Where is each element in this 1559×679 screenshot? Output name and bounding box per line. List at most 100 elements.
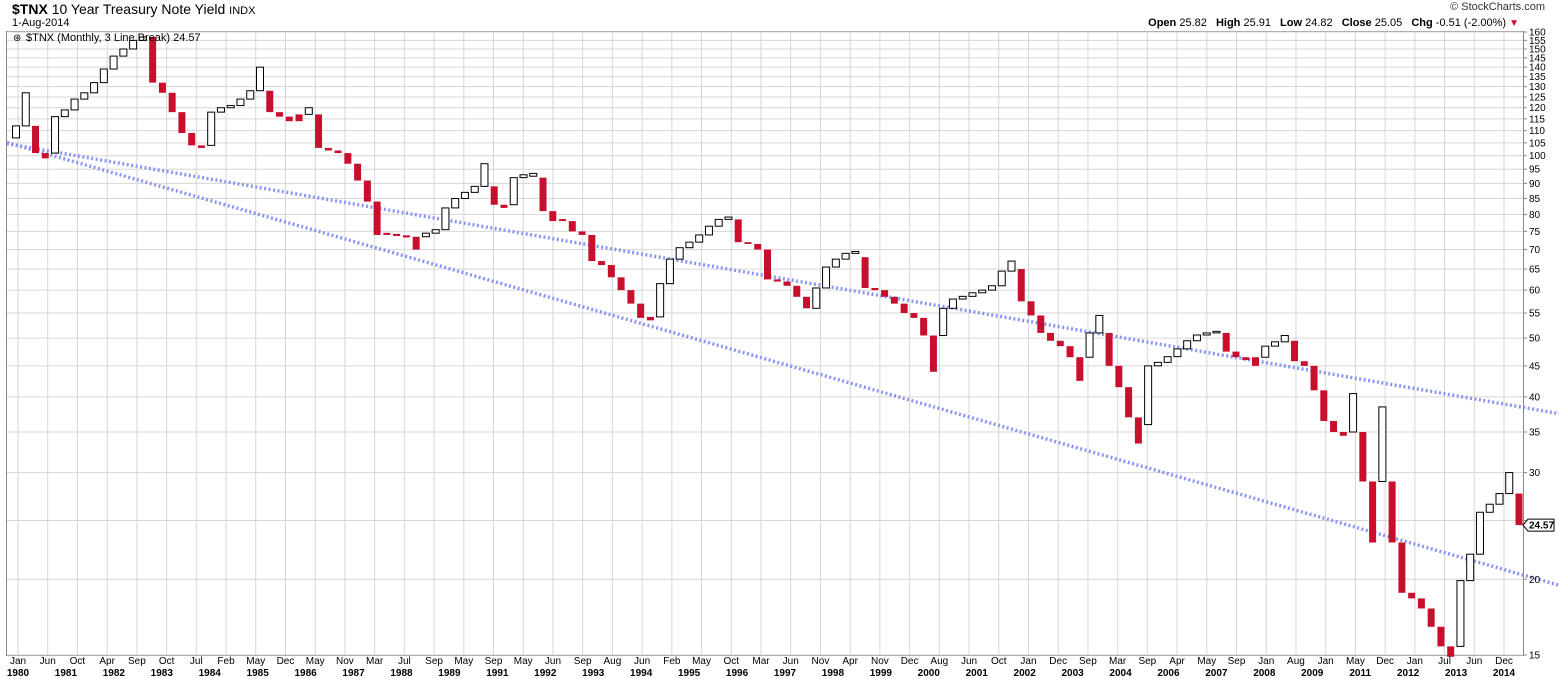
brick-down	[734, 219, 742, 243]
brick-down	[1232, 351, 1240, 358]
x-month-label: Aug	[1287, 656, 1305, 667]
brick-down	[1339, 432, 1347, 436]
brick-up	[207, 111, 216, 146]
brick-down	[900, 303, 908, 314]
brick-down	[1125, 387, 1133, 418]
brick-up	[831, 258, 840, 268]
brick-up	[968, 292, 977, 297]
brick-up	[1202, 332, 1211, 336]
brick-up	[958, 295, 967, 300]
brick-up	[841, 252, 850, 260]
brick-down	[1330, 420, 1338, 433]
brick-down	[1300, 361, 1308, 366]
x-month-label: Jul	[398, 656, 411, 667]
x-year-label: 1997	[774, 668, 797, 679]
brick-down	[324, 147, 332, 151]
brick-up	[1173, 348, 1182, 358]
brick-down	[1388, 481, 1396, 543]
brick-down	[1037, 315, 1045, 333]
y-tick-label: 100	[1529, 151, 1546, 162]
y-tick-label: 130	[1529, 82, 1546, 93]
brick-down	[490, 186, 498, 205]
brick-up	[470, 185, 479, 193]
brick-up	[1495, 493, 1504, 505]
brick-up	[1456, 580, 1465, 647]
brick-up	[1261, 345, 1270, 358]
brick-up	[129, 39, 138, 50]
brick-up	[236, 98, 245, 107]
x-year-label: 2001	[966, 668, 989, 679]
x-month-label: Jun	[545, 656, 561, 667]
brick-down	[197, 145, 205, 148]
brick-up	[1378, 406, 1387, 482]
x-year-label: 1986	[294, 668, 317, 679]
x-year-label: 1989	[438, 668, 461, 679]
brick-up	[441, 207, 450, 231]
x-month-label: Dec	[901, 656, 919, 667]
x-month-label: Feb	[217, 656, 235, 667]
trendline	[6, 141, 1559, 416]
brick-up	[978, 289, 987, 294]
x-month-label: Apr	[1169, 656, 1185, 667]
x-month-label: May	[306, 656, 325, 667]
brick-up	[138, 36, 147, 41]
brick-up	[851, 250, 860, 254]
brick-down	[393, 233, 401, 237]
y-tick-label: 45	[1529, 361, 1541, 372]
x-month-label: May	[1346, 656, 1365, 667]
brick-down	[871, 287, 879, 291]
brick-up	[119, 48, 128, 57]
high-label: High	[1215, 17, 1241, 29]
brick-up	[822, 266, 831, 289]
brick-up	[665, 258, 674, 285]
brick-down	[1027, 301, 1035, 316]
x-year-label: 1984	[199, 668, 222, 679]
brick-up	[1183, 340, 1192, 350]
brick-down	[783, 281, 791, 286]
low-label: Low	[1280, 17, 1303, 29]
x-year-label: 2006	[1157, 668, 1180, 679]
brick-down	[890, 296, 898, 304]
y-tick-label: 85	[1529, 194, 1541, 205]
y-tick-label: 35	[1529, 428, 1541, 439]
brick-down	[861, 257, 869, 288]
x-year-label: 2011	[1349, 668, 1371, 679]
brick-down	[539, 177, 547, 212]
x-month-label: Dec	[1495, 656, 1513, 667]
close-label: Close	[1341, 17, 1372, 29]
brick-up	[987, 285, 996, 291]
brick-up	[704, 225, 713, 236]
y-axis: 1520303540455055606570758085909510010511…	[1523, 28, 1546, 662]
trendlines	[6, 140, 1559, 587]
brick-up	[60, 109, 69, 118]
x-month-label: Sep	[1228, 656, 1246, 667]
brick-up	[997, 270, 1006, 287]
x-month-label: Dec	[1049, 656, 1067, 667]
bricks	[12, 36, 1523, 657]
x-month-label: Jan	[1258, 656, 1274, 667]
brick-up	[1271, 341, 1280, 347]
brick-down	[598, 261, 606, 266]
x-month-label: Sep	[485, 656, 503, 667]
brick-down	[178, 112, 186, 134]
brick-up	[431, 229, 440, 234]
brick-up	[70, 98, 79, 111]
x-year-label: 2000	[918, 668, 941, 679]
brick-up	[1485, 503, 1494, 513]
brick-down	[881, 290, 889, 297]
brick-up	[51, 116, 60, 154]
brick-down	[773, 279, 781, 282]
open-label: Open	[1148, 17, 1177, 29]
brick-down	[1417, 598, 1425, 609]
brick-down	[363, 180, 371, 202]
brick-down	[920, 317, 928, 336]
x-month-label: Jun	[961, 656, 977, 667]
x-month-label: Jan	[1020, 656, 1036, 667]
brick-down	[646, 316, 654, 321]
brick-down	[1017, 269, 1025, 302]
x-month-label: Sep	[1138, 656, 1156, 667]
y-tick-label: 105	[1529, 138, 1546, 149]
y-tick-label: 15	[1529, 651, 1541, 662]
brick-down	[334, 150, 342, 154]
x-month-label: Jun	[40, 656, 56, 667]
